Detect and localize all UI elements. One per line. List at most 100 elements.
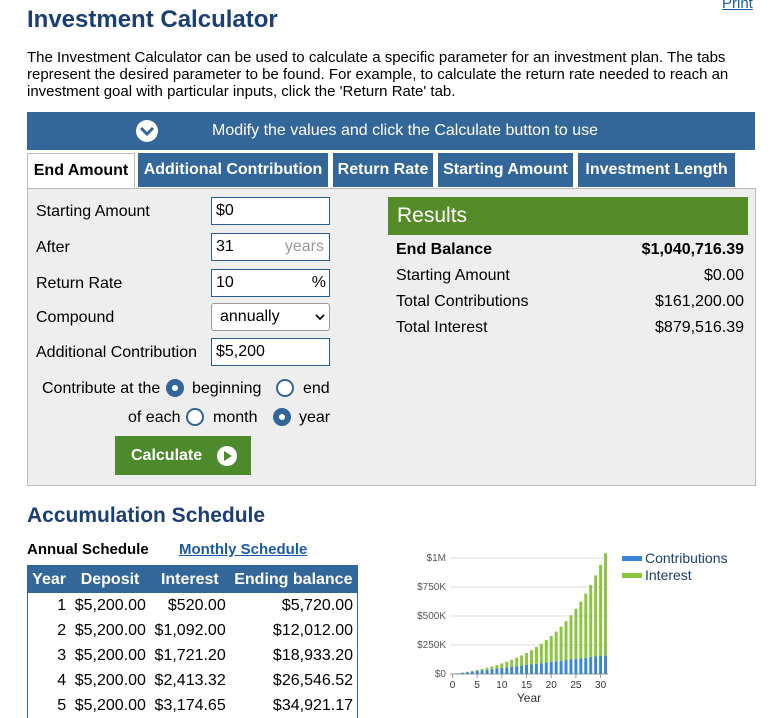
bar-segment [544, 662, 548, 674]
bar-segment [520, 665, 524, 674]
text-input[interactable]: $0 [211, 197, 330, 225]
table-cell: $3,174.65 [154, 696, 226, 714]
field-label: After [36, 239, 70, 256]
banner-text: Modify the values and click the Calculat… [212, 122, 598, 139]
text-input[interactable]: 31 years [211, 233, 330, 261]
table-cell: $34,921.17 [272, 696, 353, 714]
bar-segment [584, 593, 588, 658]
bar-segment [539, 643, 543, 664]
input-value: 10 [216, 274, 234, 291]
field-label: Additional Contribution [36, 344, 197, 361]
schedule-tab[interactable]: Monthly Schedule [179, 541, 308, 558]
table-body: 1 $5,200.00 $520.00 $5,720.00 2 $5,200.00 $1,0… [28, 593, 358, 718]
x-tick-label: 10 [496, 680, 508, 691]
column-header: Deposit [70, 565, 150, 593]
x-tick-label: 25 [570, 680, 582, 691]
result-value: $879,516.39 [655, 319, 744, 336]
bar-segment [594, 575, 598, 657]
bar-segment [589, 657, 593, 674]
table-cell: 4 [57, 671, 67, 689]
bar-segment [574, 608, 578, 659]
results-title: Results [397, 204, 468, 227]
bar-segment [529, 664, 533, 674]
input-value: 31 [216, 238, 234, 255]
legend-label: Interest [645, 567, 692, 583]
result-label: Total Contributions [396, 293, 529, 310]
table-cell: 2 [57, 621, 67, 639]
table-cell: $5,720.00 [281, 596, 353, 614]
bar-segment [589, 584, 593, 658]
button-label: Calculate [131, 447, 203, 464]
bar-segment [505, 661, 509, 668]
tab[interactable]: Additional Contribution [138, 153, 328, 187]
bar-segment [594, 656, 598, 674]
bar-segment [559, 626, 563, 661]
table-cell: $5,200.00 [74, 671, 146, 689]
text-input[interactable]: $5,200 [211, 338, 330, 366]
bar-segment [505, 667, 509, 674]
radio-prompt: of each [128, 409, 181, 426]
radio[interactable] [166, 379, 184, 397]
column-header: Year [27, 565, 71, 593]
field-label: Return Rate [36, 275, 123, 292]
bar-segment [490, 666, 494, 670]
bar-segment [480, 670, 484, 674]
bar-segment [569, 659, 573, 674]
tab[interactable]: End Amount [27, 153, 135, 189]
bar-segment [495, 668, 499, 674]
bar-segment [515, 657, 519, 667]
column-header: Ending balance [229, 565, 358, 593]
bar-segment [534, 663, 538, 674]
bar-segment [520, 655, 524, 666]
table-cell: $2,413.32 [154, 671, 226, 689]
table-cell: $5,200.00 [74, 621, 146, 639]
table-cell: $1,092.00 [154, 621, 226, 639]
table-cell: $12,012.00 [272, 621, 353, 639]
radio-label: end [303, 380, 330, 397]
table-row: 1 $5,200.00 $520.00 $5,720.00 [28, 593, 358, 618]
select[interactable]: annually [211, 303, 330, 331]
bar-segment [539, 663, 543, 674]
radio[interactable] [273, 408, 291, 426]
radio[interactable] [186, 408, 204, 426]
tab[interactable]: Starting Amount [438, 153, 573, 187]
table-cell: $520.00 [167, 596, 226, 614]
radio-prompt: Contribute at the [42, 380, 161, 397]
page-title: Investment Calculator [27, 6, 278, 33]
print-link[interactable]: Print [722, 0, 753, 12]
schedule-tab[interactable]: Annual Schedule [27, 541, 149, 558]
legend-label: Contributions [645, 550, 728, 566]
result-value: $0.00 [703, 267, 744, 284]
tab[interactable]: Return Rate [333, 153, 433, 187]
bar-segment [599, 564, 603, 656]
table-row: 2 $5,200.00 $1,092.00 $12,012.00 [28, 618, 358, 643]
x-tick-label: 20 [546, 680, 558, 691]
y-tick-label: $500K [417, 611, 446, 622]
x-tick-label: 30 [595, 680, 607, 691]
text-input[interactable]: 10 % [211, 269, 330, 297]
tab[interactable]: Investment Length [578, 153, 735, 187]
table-cell: $18,933.20 [272, 646, 353, 664]
bar-segment [549, 635, 553, 662]
schedule-title: Accumulation Schedule [27, 504, 266, 527]
banner[interactable]: Modify the values and click the Calculat… [27, 112, 755, 150]
bar-segment [599, 655, 603, 674]
y-tick-label: $750K [417, 582, 446, 593]
select-arrow [315, 314, 325, 321]
bar-segment [510, 666, 514, 674]
calculate-button[interactable]: Calculate [115, 436, 251, 475]
radio[interactable] [276, 379, 294, 397]
bar-segment [564, 621, 568, 661]
x-tick-label: 0 [450, 680, 456, 691]
bar-segment [525, 652, 529, 665]
result-label: End Balance [396, 241, 493, 258]
bar-segment [554, 661, 558, 674]
bar-segment [460, 672, 464, 674]
table-cell: 1 [57, 596, 67, 614]
table-cell: 3 [57, 646, 67, 664]
bar-segment [455, 673, 459, 674]
bar-segment [569, 615, 573, 660]
bar-segment [525, 664, 529, 674]
table-row: 3 $5,200.00 $1,721.20 $18,933.20 [28, 643, 358, 668]
